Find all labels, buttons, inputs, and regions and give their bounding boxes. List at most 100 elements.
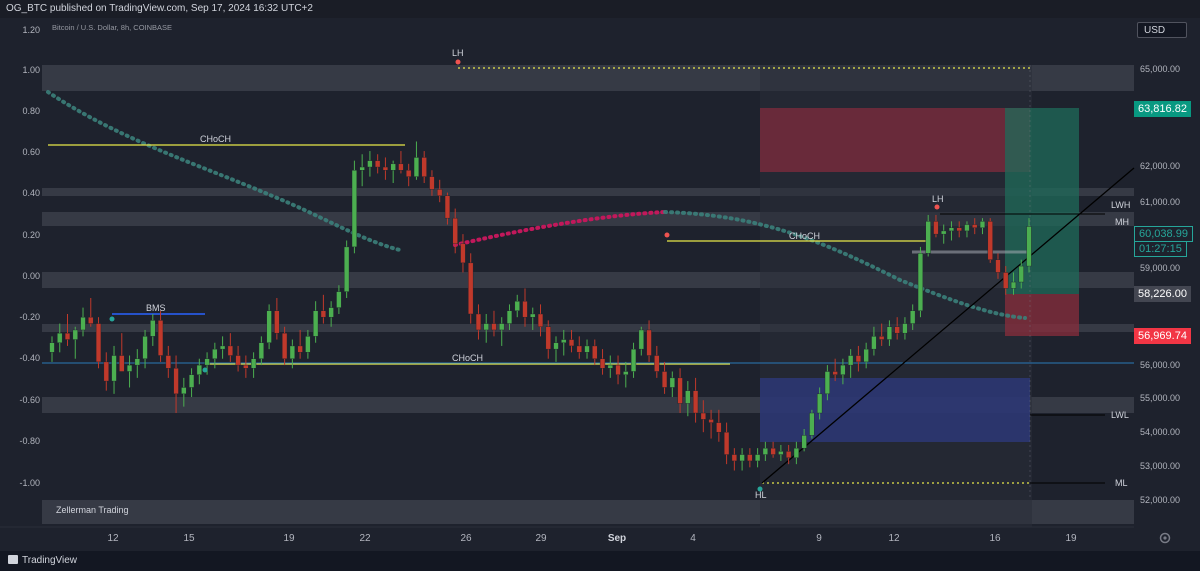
trendline [761,167,1135,484]
candle [227,333,233,362]
x-axis-label: 15 [183,533,195,544]
candle [499,317,505,346]
left-axis-label: 0.40 [22,188,40,198]
chart-canvas[interactable]: CHoCH CHoCH CHoCH BMS LH LH HL LWH MH LW… [0,18,1200,551]
candle [941,224,947,244]
symbol-title: Bitcoin / U.S. Dollar, 8h, COINBASE [52,23,172,32]
tradingview-logo[interactable]: TradingView [8,555,77,566]
candle [57,323,63,353]
x-axis[interactable]: 12 15 19 22 26 29 Sep 4 9 12 16 19 [107,533,1077,544]
candle [1026,218,1032,273]
candle [328,301,334,327]
candle [848,349,854,378]
price-badge-target: 63,816.82 [1134,101,1191,117]
lh-dot-2 [934,204,940,210]
footer: TradingView [0,551,1200,571]
candle [545,320,551,359]
candle [289,339,295,369]
candle [840,358,846,385]
left-axis-label: -0.60 [19,395,40,405]
candle [716,409,722,442]
candle [592,339,598,366]
mh-label: MH [1115,217,1129,227]
currency-button[interactable]: USD [1137,22,1187,38]
candle [894,317,900,340]
candle [351,160,358,254]
supply-zone [760,108,1030,172]
candle [615,355,621,385]
candle [972,218,978,235]
x-axis-label: 12 [107,533,119,544]
candle [382,157,389,180]
ml-label: ML [1115,478,1128,488]
right-axis[interactable]: 65,000.00 62,000.00 61,000.00 59,000.00 56,0… [1140,64,1180,505]
candle [747,448,753,468]
candle [266,304,272,350]
candle [444,192,451,225]
candle [561,329,567,356]
candle [126,355,133,388]
candle [297,329,303,359]
candle [258,336,264,366]
candle [429,170,435,196]
candle [553,336,559,362]
candle [274,298,280,340]
left-axis-label: 0.60 [22,147,40,157]
position-target [1005,108,1079,294]
lh-label-2: LH [932,194,944,204]
candle [584,339,590,359]
candle [793,441,799,465]
candle [344,240,350,299]
ma-teal-right [663,210,1027,320]
settings-gear-icon[interactable] [1157,531,1173,545]
candle [964,221,970,238]
candle [390,160,396,184]
candle [661,361,668,394]
candle [685,381,691,417]
choch-label-1: CHoCH [200,134,231,144]
candle [483,313,489,343]
candle [398,151,404,174]
candle [1003,266,1009,295]
candle [700,400,706,433]
candle [599,349,606,375]
candle [1010,272,1017,295]
candle [150,313,156,346]
countdown-badge: 01:27:15 [1134,241,1187,257]
candle [731,448,737,471]
left-axis[interactable]: 1.20 1.00 0.80 0.60 0.40 0.20 0.00 -0.20 -0.40 -0… [19,25,40,488]
candle [305,329,311,359]
candle [739,448,745,471]
left-axis-label: -0.80 [19,436,40,446]
candle [855,345,862,372]
candle [770,441,776,458]
candle [336,285,342,314]
choch-label-3: CHoCH [789,231,820,241]
left-axis-label: 1.20 [22,25,40,35]
candle [421,151,427,184]
candle [886,320,893,346]
candle [638,326,644,356]
hl-dot [757,486,763,492]
candle [506,304,513,330]
candle [568,329,575,353]
candle [460,234,466,273]
candle [863,342,869,369]
candles [49,141,1032,471]
candle [282,326,288,366]
lwh-label: LWH [1111,200,1130,210]
pivot-dot-red [664,232,670,238]
candle [646,320,652,362]
left-axis-label: 0.00 [22,271,40,281]
candle [995,253,1001,279]
candle [778,444,784,461]
price-badge-stop: 56,969.74 [1134,328,1191,344]
candle [723,422,730,465]
candle [917,246,924,318]
pivot-dot-green-2 [202,367,208,373]
chart-area[interactable]: CHoCH CHoCH CHoCH BMS LH LH HL LWH MH LW… [0,18,1200,551]
candle [72,326,78,359]
pivot-dot-green-1 [109,316,115,322]
candle [95,317,102,369]
candle [250,352,257,378]
